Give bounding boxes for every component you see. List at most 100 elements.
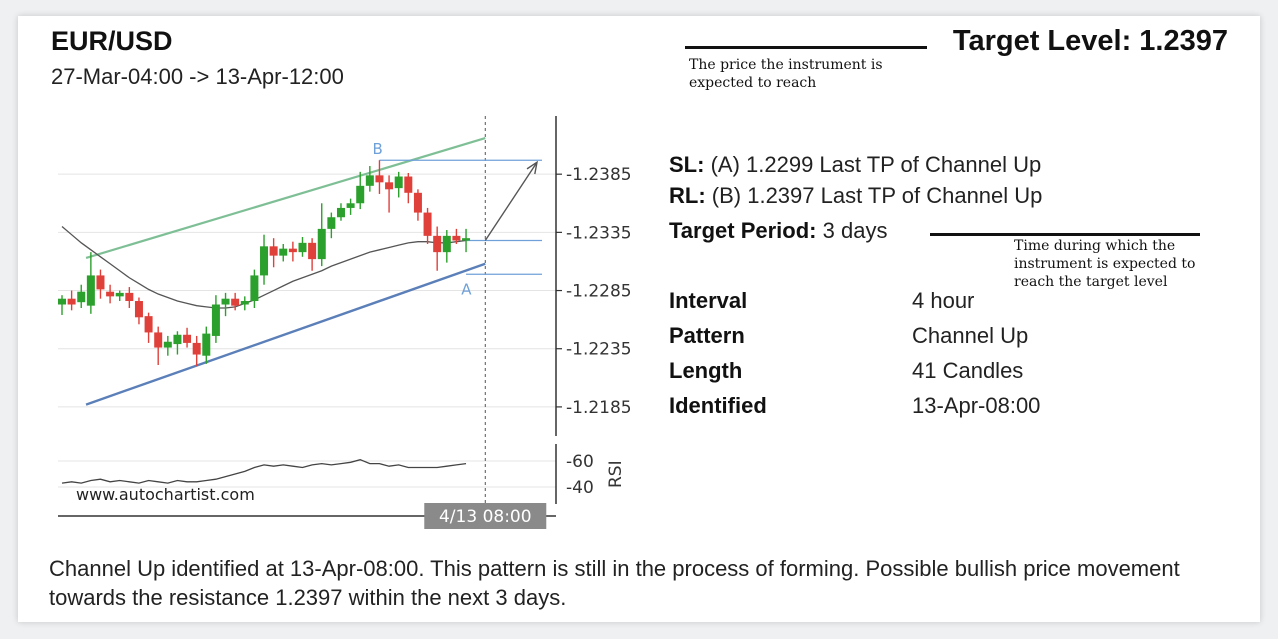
- price-tick-label: -1.2285: [566, 282, 630, 302]
- sl-row: SL: (A) 1.2299 Last TP of Channel Up: [669, 152, 1041, 178]
- candle-body: [260, 246, 269, 276]
- rl-value: (B) 1.2397 Last TP of Channel Up: [711, 183, 1043, 208]
- candle-body: [279, 248, 288, 256]
- candle-body: [327, 217, 336, 229]
- candle: [221, 292, 230, 317]
- candle-body: [317, 228, 326, 260]
- candle: [452, 228, 461, 244]
- candle-body: [346, 203, 355, 208]
- candle-body: [404, 176, 413, 193]
- candle: [106, 284, 115, 304]
- candle: [192, 335, 201, 367]
- candle-body: [385, 182, 394, 190]
- candle-body: [298, 242, 307, 253]
- candle: [154, 326, 163, 366]
- candle-body: [144, 316, 153, 333]
- candle: [144, 312, 153, 343]
- candle-body: [202, 333, 211, 356]
- candle: [279, 244, 288, 262]
- candle: [404, 173, 413, 204]
- rsi-axis-label: RSI: [606, 460, 626, 488]
- candle-body: [163, 341, 172, 348]
- period-callout-line: [930, 233, 1200, 236]
- candle-body: [125, 292, 134, 302]
- candle: [327, 212, 336, 239]
- timestamp-label: 4/13 08:00: [439, 507, 532, 527]
- price-chart: B A -1.2185 -1.2235 -1.2285 -1.2335 -1.2385 -4…: [58, 116, 630, 529]
- candle-body: [173, 334, 182, 345]
- candle-body: [96, 275, 105, 290]
- candle: [346, 198, 355, 215]
- target-period-row: Target Period: 3 days: [669, 218, 887, 244]
- candle-body: [211, 304, 220, 336]
- candle: [115, 290, 124, 302]
- target-note: The price the instrument is expected to …: [689, 57, 883, 91]
- candle: [183, 327, 192, 348]
- candle: [356, 171, 365, 210]
- candle: [202, 326, 211, 364]
- symbol-title: EUR/USD: [51, 26, 173, 56]
- identified-value: 13-Apr-08:00: [912, 393, 1041, 418]
- candle-body: [106, 291, 115, 297]
- length-value: 41 Candles: [912, 358, 1024, 383]
- candle: [67, 290, 76, 311]
- moving-average-line: [61, 226, 467, 309]
- candle: [231, 292, 240, 311]
- candle-body: [442, 235, 451, 253]
- candle: [163, 335, 172, 356]
- point-a-label: A: [461, 280, 472, 298]
- candle: [125, 287, 134, 308]
- period-note: Time during which the instrument is expe…: [1014, 238, 1196, 290]
- length-label: Length: [669, 358, 743, 383]
- candle-body: [394, 176, 403, 189]
- projection-arrow-line: [484, 161, 538, 241]
- rsi-line: [61, 459, 467, 484]
- candle: [269, 238, 278, 268]
- price-tick-label: -1.2185: [566, 398, 630, 418]
- candle-body: [452, 235, 461, 241]
- projection-arrow-head: [526, 160, 538, 175]
- candle: [365, 166, 374, 192]
- candle-body: [183, 334, 192, 343]
- interval-label: Interval: [669, 288, 748, 313]
- candle-body: [240, 301, 249, 305]
- rl-label: RL:: [669, 183, 706, 208]
- candle-body: [375, 175, 384, 183]
- lower-channel-line: [85, 262, 486, 406]
- candle: [442, 230, 451, 263]
- candle: [211, 295, 220, 343]
- candle: [134, 297, 143, 325]
- candle-body: [433, 235, 442, 253]
- candle-body: [67, 298, 76, 305]
- candle-body: [356, 185, 365, 204]
- interval-value: 4 hour: [912, 288, 975, 313]
- candle: [96, 269, 105, 299]
- upper-channel-line: [85, 137, 486, 260]
- candle-body: [221, 298, 230, 305]
- candle: [385, 175, 394, 213]
- candle-body: [365, 175, 374, 186]
- pattern-value: Channel Up: [912, 323, 1029, 348]
- rsi-tick-label: -40: [566, 478, 594, 498]
- price-tick-label: -1.2335: [566, 223, 630, 243]
- candle: [317, 203, 326, 267]
- candle: [336, 203, 345, 221]
- candle-body: [462, 238, 471, 241]
- candle-body: [269, 246, 278, 256]
- candle-body: [192, 342, 201, 355]
- candle: [77, 284, 86, 308]
- price-tick-label: -1.2385: [566, 165, 630, 185]
- candle-body: [134, 301, 143, 318]
- candle-body: [231, 298, 240, 306]
- date-range: 27-Mar-04:00 -> 13-Apr-12:00: [51, 64, 344, 89]
- target-callout-line: [685, 46, 927, 49]
- watermark: www.autochartist.com: [76, 485, 255, 504]
- candle: [260, 234, 269, 285]
- candle-body: [115, 292, 124, 297]
- candle: [433, 226, 442, 271]
- pattern-label: Pattern: [669, 323, 745, 348]
- candle-body: [413, 192, 422, 213]
- candle: [240, 296, 249, 311]
- period-label: Target Period:: [669, 218, 817, 243]
- candle: [375, 160, 384, 194]
